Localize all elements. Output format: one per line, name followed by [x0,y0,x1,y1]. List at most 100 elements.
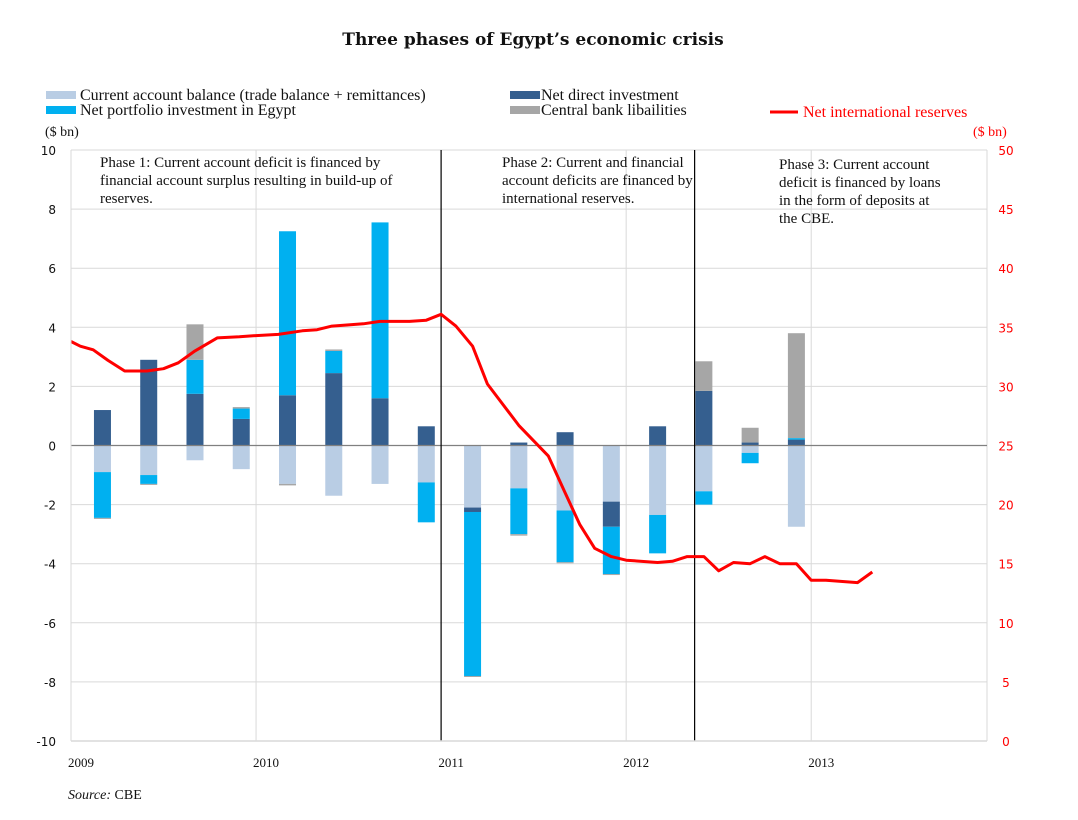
x-tick-label: 2009 [68,755,94,770]
phase-2-annotation: Phase 2: Current and financial account de… [502,155,693,207]
bar-segment [93,410,111,446]
chart-title: Three phases of Egypt’s economic crisis [342,30,723,50]
bar-segment [741,427,759,443]
right-tick-label: 30 [998,380,1013,394]
bar-segment [325,350,343,374]
legend-swatch-current-account [46,91,76,99]
bar-segment [371,445,389,484]
bar-segment [695,390,713,446]
bar-segment [510,488,528,535]
annotation-line: financial account surplus resulting in b… [100,173,392,189]
bar-segment [464,675,482,677]
legend-label-cb-liabilities: Central bank libailities [541,102,687,119]
right-axis-unit: ($ bn) [973,125,1007,140]
bar-segment [279,483,297,486]
annotation-line: international reserves. [502,191,634,207]
annotation-line: reserves. [100,191,153,207]
bar-segment [371,398,389,446]
bar-segment [186,359,204,394]
phase-annotations: Phase 1: Current account deficit is fina… [100,155,941,227]
bar-segment [602,526,620,575]
left-axis: 10 8 6 4 2 0 -2 -4 -6 -8 -10 [36,144,72,749]
bar-segment [325,373,343,446]
left-tick-label: 8 [48,203,56,217]
source-value: CBE [111,788,142,803]
legend: Current account balance (trade balance +… [46,87,967,121]
right-tick-label: 50 [998,144,1013,158]
bar-segment [279,231,297,396]
bar-segment [140,359,158,446]
bar-segment [695,445,713,492]
left-tick-label: 0 [48,440,56,454]
bar-segment [464,445,482,508]
bar-segment [93,517,111,519]
right-tick-label: 40 [998,262,1013,276]
bar-segment [232,408,250,419]
right-tick-label: 0 [1002,735,1010,749]
x-tick-label: 2010 [253,755,279,770]
bar-segment [325,349,343,351]
bar-segment [140,483,158,485]
left-tick-label: -6 [44,617,56,631]
bar-segment [140,475,158,484]
bar-segment [602,501,620,527]
phase-1-annotation: Phase 1: Current account deficit is fina… [100,155,392,207]
bar-segment [556,445,574,511]
bar-segment [510,445,528,489]
bar-segment [186,324,204,360]
bar-segment [371,222,389,399]
x-tick-label: 2013 [808,755,834,770]
bar-segment [417,445,435,483]
bar-segment [649,426,667,446]
right-tick-label: 15 [998,558,1013,572]
annotation-line: in the form of deposits at [779,193,930,209]
left-tick-label: -4 [44,558,56,572]
bar-segment [279,445,297,484]
bar-segment [140,445,158,476]
legend-label-fdi: Net direct investment [541,87,679,104]
source-label: Source: [68,788,111,803]
left-tick-label: -8 [44,676,56,690]
bar-segment [787,445,805,527]
bar-segment [787,438,805,440]
left-tick-label: 4 [48,321,56,335]
right-tick-label: 5 [1002,676,1010,690]
right-tick-label: 25 [998,440,1013,454]
annotation-line: account deficits are financed by [502,173,693,189]
x-tick-label: 2011 [438,755,464,770]
bar-segment [417,426,435,446]
bar-segment [232,418,250,446]
left-tick-label: 10 [41,144,56,158]
bar-segment [325,445,343,496]
x-axis: 2009 2010 2011 2012 2013 [68,740,987,770]
annotation-line: Phase 2: Current and financial [502,155,684,171]
annotation-line: deficit is financed by loans [779,175,941,191]
left-tick-label: 6 [48,262,56,276]
bar-segment [186,445,204,461]
bar-segment [787,439,805,446]
bar-segment [93,445,111,473]
bar-segment [556,562,574,564]
bar-segment [279,395,297,446]
annotation-line: the CBE. [779,211,834,227]
x-tick-label: 2012 [623,755,649,770]
bar-segment [232,407,250,409]
right-tick-label: 20 [998,499,1013,513]
bar-segment [417,482,435,523]
annotation-line: Phase 1: Current account deficit is fina… [100,155,381,171]
bar-segment [510,534,528,536]
bars [93,222,805,677]
legend-label-portfolio: Net portfolio investment in Egypt [80,102,297,119]
annotation-line: Phase 3: Current account [779,157,930,173]
reserves-line [70,312,874,585]
left-tick-label: -2 [44,499,56,513]
bar-segment [556,432,574,446]
right-tick-label: 45 [998,203,1013,217]
legend-swatch-cb-liabilities [510,106,540,114]
left-tick-label: 2 [48,380,56,394]
legend-swatch-fdi [510,91,540,99]
left-tick-label: -10 [36,735,56,749]
legend-label-reserves: Net international reserves [803,104,967,121]
bar-segment [464,511,482,676]
